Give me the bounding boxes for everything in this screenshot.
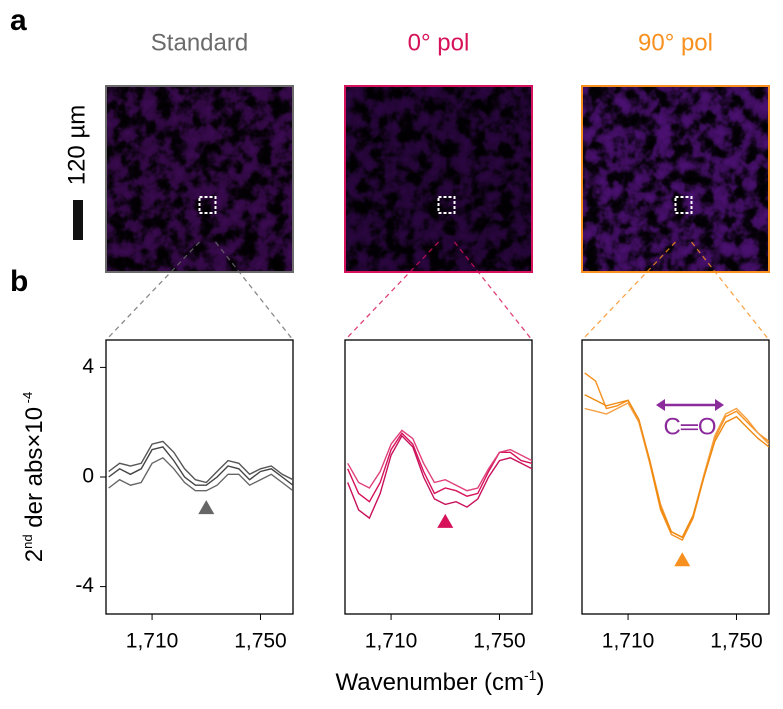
spectrum-line [584, 394, 769, 539]
x-tick-label: 1,710 [126, 630, 179, 653]
y-tick-label: 0 [82, 465, 94, 488]
plot-frame [344, 339, 533, 615]
image-border [581, 85, 770, 273]
panel-label: b [10, 265, 28, 298]
arrow-head [656, 399, 665, 411]
panel-label: a [10, 4, 27, 37]
zoom-line [344, 241, 439, 341]
panel-title: Standard [151, 29, 248, 56]
image-texture [345, 86, 532, 272]
x-tick-label: 1,750 [234, 630, 287, 653]
x-tick-label: 1,750 [473, 630, 526, 653]
y-label-part: -4 [20, 392, 35, 407]
roi-box [674, 196, 693, 214]
y-label-part: nd [20, 534, 35, 548]
x-axis-label: Wavenumber (cm-1) [336, 667, 545, 697]
spectrum-line [108, 456, 293, 492]
x-label-part: -1 [524, 667, 537, 683]
x-label-part: Wavenumber (cm [336, 669, 524, 696]
y-axis-label: 2nd der abs×10 -4 [20, 392, 48, 562]
x-tick-label: 1,710 [602, 630, 655, 653]
zoom-line [690, 241, 770, 341]
scale-bar [73, 200, 83, 240]
arrow-head [715, 399, 724, 411]
zoom-line [214, 241, 294, 341]
peak-marker [198, 500, 215, 515]
scale-bar-label: 120 µm [63, 105, 90, 186]
spectrum-line [584, 372, 769, 541]
spectrum-line [108, 440, 293, 484]
peak-marker [674, 552, 691, 567]
spectrum-line [347, 429, 532, 492]
annotation-text: C═O [663, 413, 716, 440]
y-tick-label: -4 [75, 574, 94, 597]
panel-title: 0° pol [408, 29, 470, 56]
plot-frame [581, 339, 770, 615]
y-label-part: der abs×10 [21, 407, 48, 534]
x-label-part: ) [536, 669, 544, 696]
zoom-line [453, 241, 533, 341]
image-border [344, 85, 533, 273]
spectrum-line [347, 434, 532, 520]
x-tick-label: 1,710 [365, 630, 418, 653]
spectrum-line [347, 432, 532, 503]
x-tick-label: 1,750 [710, 630, 763, 653]
spectrum-line [108, 446, 293, 486]
panel-title: 90° pol [638, 29, 713, 56]
roi-box [437, 196, 456, 214]
y-label-part: 2 [21, 549, 48, 562]
y-tick-label: 4 [82, 355, 94, 378]
roi-box [198, 196, 217, 214]
peak-marker [437, 513, 454, 528]
image-texture [582, 86, 769, 272]
image-border [105, 85, 294, 273]
zoom-line [105, 241, 200, 341]
zoom-line [581, 241, 676, 341]
image-texture [106, 86, 293, 272]
